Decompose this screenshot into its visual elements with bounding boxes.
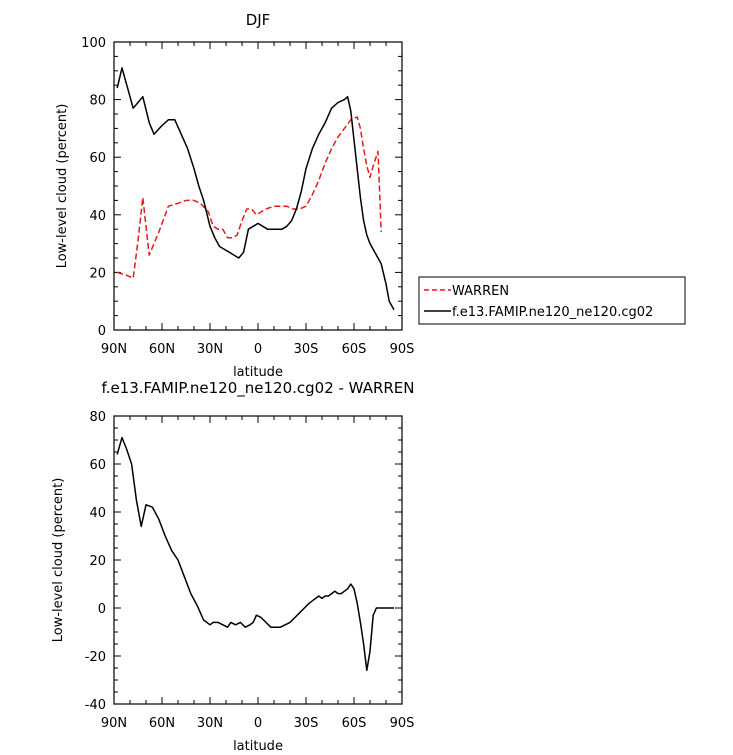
x-tick-label: 60N <box>149 716 175 731</box>
panel-top: DJF 0 20 40 60 80 100 90N 60N 30N 0 30S 60S 90S lat… <box>55 11 414 380</box>
y-tick-label: 80 <box>89 410 106 425</box>
y-tick-label: 60 <box>89 458 106 473</box>
y-tick-label: 0 <box>98 602 106 617</box>
x-axis-bottom: 90N 60N 30N 0 30S 60S 90S <box>101 416 415 731</box>
x-tick-label: 30S <box>294 342 319 357</box>
x-tick-label: 30S <box>294 716 319 731</box>
x-tick-label: 60S <box>342 342 367 357</box>
y-tick-label: 60 <box>89 151 106 166</box>
y-tick-label: 40 <box>89 209 106 224</box>
y-tick-label: 0 <box>98 324 106 339</box>
x-tick-label: 90N <box>101 342 127 357</box>
y-tick-label: 20 <box>89 554 106 569</box>
legend-label-model: f.e13.FAMIP.ne120_ne120.cg02 <box>452 305 653 320</box>
y-tick-label: 20 <box>89 266 106 281</box>
legend: WARREN f.e13.FAMIP.ne120_ne120.cg02 <box>418 276 686 325</box>
x-tick-label: 90S <box>390 342 415 357</box>
panel-bottom: f.e13.FAMIP.ne120_ne120.cg02 - WARREN -4… <box>51 379 415 754</box>
y-axis-bottom: -40 -20 0 20 40 60 80 <box>85 410 402 713</box>
y-axis-top: 0 20 40 60 80 100 <box>81 36 402 339</box>
x-tick-label: 60N <box>149 342 175 357</box>
x-tick-label: 30N <box>197 342 223 357</box>
y-tick-label: -40 <box>85 698 106 713</box>
x-tick-label: 30N <box>197 716 223 731</box>
y-tick-label: -20 <box>85 650 106 665</box>
plot-frame-bottom <box>113 415 403 705</box>
x-tick-label: 90N <box>101 716 127 731</box>
series-line-warren <box>116 116 382 279</box>
series-group-top <box>116 67 395 311</box>
chart-title-bottom: f.e13.FAMIP.ne120_ne120.cg02 - WARREN <box>101 379 414 398</box>
x-tick-label: 0 <box>254 716 262 731</box>
chart-title-top: DJF <box>246 11 271 29</box>
x-axis-top: 90N 60N 30N 0 30S 60S 90S <box>101 42 415 357</box>
x-tick-label: 0 <box>254 342 262 357</box>
series-group-bottom <box>116 436 394 672</box>
x-tick-label: 60S <box>342 716 367 731</box>
series-line-f-e13-famip-ne120-ne120-cg02 <box>116 67 395 311</box>
y-axis-label-bottom: Low-level cloud (percent) <box>51 478 66 643</box>
x-axis-label-bottom: latitude <box>233 739 283 754</box>
series-line-difference <box>116 436 394 672</box>
legend-label-warren: WARREN <box>452 284 509 299</box>
x-tick-label: 90S <box>390 716 415 731</box>
y-axis-label-top: Low-level cloud (percent) <box>55 104 70 269</box>
legend-box <box>418 276 686 325</box>
y-tick-label: 100 <box>81 36 106 51</box>
y-tick-label: 80 <box>89 94 106 109</box>
y-tick-label: 40 <box>89 506 106 521</box>
x-axis-label-top: latitude <box>233 365 283 380</box>
